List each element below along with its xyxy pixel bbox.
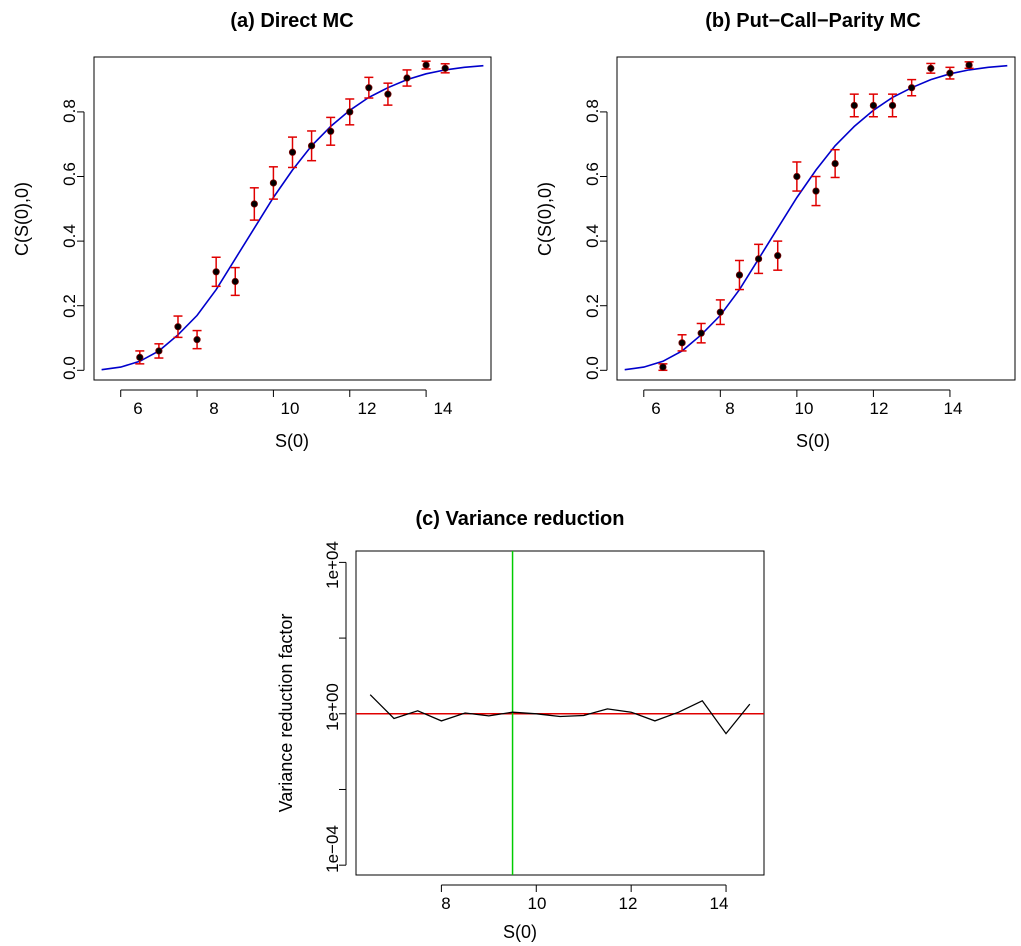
panel-a-x-axis: 6 8 10 12 14 (120, 389, 453, 418)
panel-b-ytick-label: 0.6 (583, 162, 602, 186)
panel-b-x-axis: 6 8 10 12 14 (643, 389, 963, 418)
panel-c-y-axis-label: Variance reduction factor (276, 614, 296, 813)
panel-a-direct-mc: (a) Direct MC 6 8 10 12 14 0.0 0.2 0.4 0… (12, 10, 492, 451)
panel-a-data-point (384, 90, 392, 98)
panel-a-data-point (441, 64, 449, 72)
panel-c-data-marks (356, 551, 764, 875)
panel-b-data-point (716, 308, 724, 316)
panel-b-title: (b) Put−Call−Parity MC (705, 10, 921, 32)
panel-b-xtick-label: 10 (795, 399, 814, 418)
panel-b-data-point (946, 69, 954, 77)
panel-b-data-point (793, 172, 801, 181)
panel-b-data-point (850, 101, 858, 110)
panel-a-data-point (269, 179, 278, 187)
panel-a-y-axis-label: C(S(0),0) (12, 182, 32, 256)
panel-a-y-axis: 0.0 0.2 0.4 0.6 0.8 (60, 99, 85, 380)
panel-b-xtick-label: 8 (725, 399, 734, 418)
panel-b-data-point (869, 101, 878, 110)
panel-c-xtick-label: 8 (441, 894, 450, 913)
panel-b-ytick-label: 0.4 (583, 224, 602, 248)
panel-b-data-point (812, 187, 820, 195)
panel-b-ytick-label: 0.0 (583, 356, 602, 380)
panel-c-variance-ratio-line (369, 694, 751, 735)
panel-b-data-point (774, 252, 782, 260)
panel-a-plot-frame (93, 56, 492, 381)
panel-b-data-point (965, 61, 973, 69)
panel-b-xtick-label: 6 (651, 399, 660, 418)
panel-a-data-point (212, 268, 220, 276)
panel-b-data-point (697, 329, 705, 337)
panel-b-data-marks (624, 61, 1008, 372)
panel-b-ytick-label: 0.2 (583, 294, 602, 318)
panel-b-data-point (908, 84, 916, 92)
panel-a-ytick-label: 0.6 (60, 162, 79, 186)
panel-a-data-point (155, 347, 163, 355)
panel-a-data-point (346, 108, 354, 116)
panel-b-y-axis-label: C(S(0),0) (535, 182, 555, 256)
panel-b-y-axis: 0.0 0.2 0.4 0.6 0.8 (583, 99, 608, 380)
panel-b-x-axis-label: S(0) (796, 431, 830, 451)
panel-b-data-point (831, 159, 839, 168)
panel-a-ytick-label: 0.2 (60, 294, 79, 318)
panel-b-analytic-curve (624, 64, 1008, 371)
panel-c-y-axis: 1e−04 1e+00 1e+04 (323, 541, 347, 873)
panel-a-data-point (307, 142, 316, 150)
panel-b-data-point (735, 271, 744, 279)
panel-c-ytick-label: 1e+00 (323, 683, 342, 731)
panel-a-xtick-label: 14 (434, 399, 453, 418)
panel-a-data-point (288, 148, 297, 156)
panel-b-data-point (888, 101, 897, 110)
panel-a-data-point (231, 277, 239, 286)
panel-a-data-point (365, 84, 373, 92)
panel-c-ytick-label: 1e+04 (323, 541, 342, 589)
panel-a-xtick-label: 8 (209, 399, 218, 418)
panel-b-xtick-label: 14 (944, 399, 963, 418)
panel-c-x-axis: 8 10 12 14 (440, 884, 729, 913)
panel-a-analytic-curve (101, 64, 484, 371)
panel-b-data-point (659, 363, 667, 371)
panel-a-ytick-label: 0.4 (60, 224, 79, 248)
panel-a-xtick-label: 6 (133, 399, 142, 418)
panel-c-xtick-label: 14 (710, 894, 729, 913)
panel-c-variance-reduction: (c) Variance reduction 8 10 12 14 1e−04 … (276, 508, 765, 942)
panel-a-x-axis-label: S(0) (275, 431, 309, 451)
panel-a-xtick-label: 12 (358, 399, 377, 418)
panel-c-xtick-label: 12 (619, 894, 638, 913)
panel-a-xtick-label: 10 (281, 399, 300, 418)
panel-b-put-call-parity-mc: (b) Put−Call−Parity MC 6 8 10 12 14 0.0 … (535, 10, 1016, 451)
panel-c-ytick-label: 1e−04 (323, 825, 342, 873)
panel-b-data-point (754, 255, 763, 263)
panel-b-data-point (678, 339, 686, 347)
panel-b-data-point (927, 64, 935, 72)
panel-c-title: (c) Variance reduction (416, 508, 625, 530)
panel-c-xtick-label: 10 (528, 894, 547, 913)
panel-a-ytick-label: 0.0 (60, 356, 79, 380)
panel-a-ytick-label: 0.8 (60, 99, 79, 123)
panel-a-data-point (174, 323, 182, 331)
panel-a-data-point (250, 200, 258, 208)
panel-c-plot-frame (355, 550, 765, 876)
panel-a-data-point (193, 336, 201, 344)
panel-a-data-point (327, 127, 335, 135)
panel-a-data-marks (101, 60, 484, 371)
panel-a-data-point (136, 353, 144, 361)
panel-b-xtick-label: 12 (870, 399, 889, 418)
panel-b-plot-frame (616, 56, 1016, 381)
panel-c-x-axis-label: S(0) (503, 922, 537, 942)
panel-a-title: (a) Direct MC (230, 10, 353, 32)
panel-a-data-point (422, 61, 430, 69)
panel-a-data-point (403, 74, 411, 82)
panel-b-ytick-label: 0.8 (583, 99, 602, 123)
